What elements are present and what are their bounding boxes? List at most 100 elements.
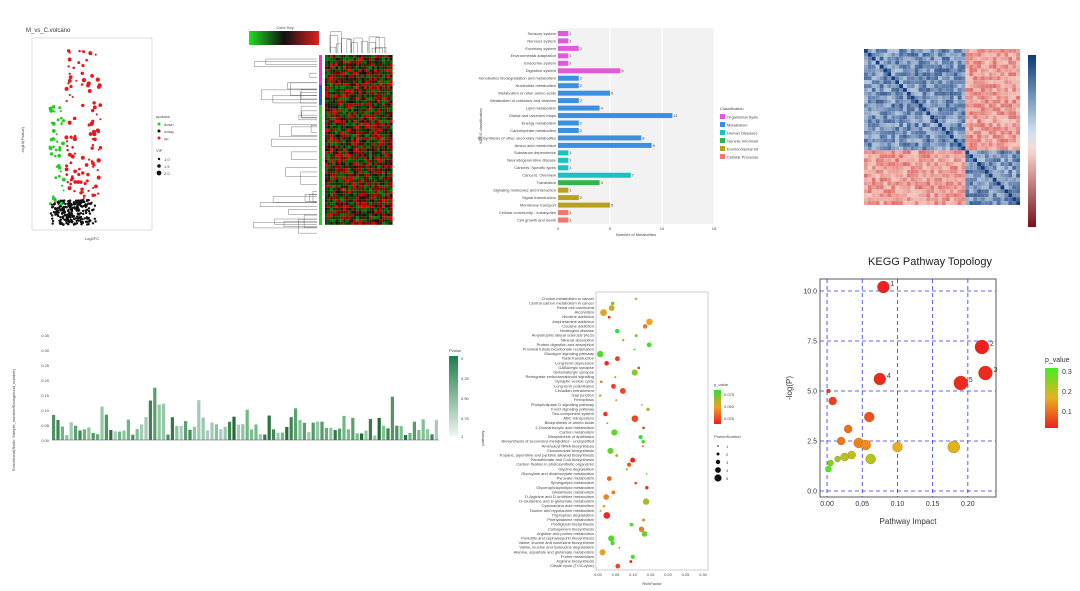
volcano-point-down	[54, 176, 58, 180]
correlation-cell	[891, 150, 896, 155]
correlation-cell	[1008, 185, 1013, 190]
heatmap-cell	[369, 94, 372, 98]
heatmap-cell	[358, 128, 362, 132]
heatmap-cell	[364, 63, 367, 67]
correlation-cell	[895, 185, 900, 190]
correlation-cell	[984, 134, 989, 139]
correlation-cell	[1016, 68, 1020, 73]
heatmap-cell	[366, 125, 370, 129]
correlation-cell	[938, 52, 942, 57]
correlation-cell	[992, 146, 997, 151]
correlation-cell	[1000, 185, 1005, 190]
correlation-cell	[918, 111, 923, 116]
volcano-point-down	[52, 195, 55, 198]
correlation-cell	[879, 52, 884, 57]
correlation-cell	[988, 56, 993, 61]
heatmap-cell	[338, 193, 341, 197]
correlation-cell	[1016, 146, 1020, 151]
correlation-cell	[945, 197, 950, 202]
heatmap-cell	[351, 148, 354, 152]
correlation-cell	[891, 115, 896, 120]
correlation-cell	[864, 88, 868, 92]
correlation-cell	[864, 123, 868, 127]
heatmap-cell	[345, 219, 349, 222]
correlation-cell	[1004, 189, 1009, 194]
correlation-cell	[984, 52, 989, 57]
heatmap-cell	[335, 105, 338, 109]
kegg-xlabel: Number of Metabolites	[616, 232, 656, 237]
correlation-cell	[949, 169, 954, 174]
heatmap-cell	[358, 188, 362, 191]
correlation-cell	[934, 189, 939, 194]
volcano-point-up	[67, 65, 70, 68]
heatmap-cell	[358, 196, 362, 200]
kegg-bar-value: 2	[580, 76, 583, 81]
correlation-cell	[895, 88, 900, 92]
correlation-cell	[910, 197, 915, 202]
heatmap-cell	[353, 86, 357, 89]
correlation-cell	[883, 142, 888, 147]
heatmap-cell	[325, 210, 328, 214]
correlation-cell	[988, 134, 993, 139]
enrichment-bar	[184, 421, 188, 440]
heatmap-cell	[356, 122, 359, 126]
correlation-cell	[879, 49, 884, 53]
heatmap-cell	[325, 156, 328, 160]
heatmap-cell	[382, 173, 385, 177]
correlation-cell	[969, 60, 974, 65]
correlation-cell	[871, 177, 876, 182]
correlation-cell	[949, 138, 954, 143]
correlation-cell	[875, 56, 880, 61]
correlation-cell	[906, 201, 911, 205]
bubble-pathway-label: Tryptophan degradation	[552, 512, 594, 517]
correlation-cell	[1004, 115, 1009, 120]
correlation-cell	[1004, 84, 1009, 88]
correlation-cell	[914, 146, 919, 151]
heatmap-cell	[335, 122, 338, 126]
heatmap-key-title: Color Key	[276, 25, 294, 30]
correlation-cell	[981, 115, 985, 120]
correlation-cell	[906, 80, 911, 85]
heatmap-cell	[364, 83, 367, 87]
heatmap-cell	[340, 173, 344, 177]
heatmap-cell	[338, 103, 341, 106]
correlation-cell	[914, 49, 919, 53]
correlation-cell	[899, 189, 903, 194]
heatmap-cell	[343, 103, 346, 106]
correlation-cell	[930, 127, 935, 131]
correlation-cell	[1004, 193, 1009, 198]
volcano-point-nosig	[82, 212, 85, 216]
correlation-cell	[864, 169, 868, 174]
enrichment-bar	[351, 417, 355, 440]
heatmap-cell	[332, 105, 336, 109]
correlation-cell	[1008, 119, 1013, 124]
heatmap-cell	[377, 111, 380, 115]
correlation-cell	[903, 158, 907, 163]
correlation-cell	[992, 115, 997, 120]
correlation-cell	[938, 115, 942, 120]
heatmap-cell	[379, 207, 383, 211]
heatmap-cell	[340, 71, 344, 75]
correlation-cell	[891, 123, 896, 127]
correlation-cell	[942, 68, 946, 73]
heatmap-cell	[364, 190, 367, 194]
kegg-bar-value: 1	[569, 165, 572, 170]
heatmap-cell	[325, 176, 328, 180]
volcano-point-nosig	[51, 217, 54, 220]
heatmap-cell	[330, 105, 333, 109]
correlation-cell	[992, 56, 997, 61]
correlation-cell	[910, 201, 915, 205]
correlation-cell	[871, 197, 876, 202]
heatmap-cell	[356, 120, 359, 123]
heatmap-cell	[351, 86, 354, 89]
heatmap-cell	[382, 66, 385, 70]
heatmap-cell	[353, 69, 357, 72]
heatmap-cell	[377, 179, 380, 183]
heatmap-cell	[345, 159, 349, 163]
correlation-cell	[934, 123, 939, 127]
correlation-cell	[942, 185, 946, 190]
enrichment-bar	[82, 429, 86, 440]
correlation-cell	[961, 119, 966, 124]
correlation-cell	[903, 76, 907, 81]
heatmap-cell	[330, 100, 333, 104]
